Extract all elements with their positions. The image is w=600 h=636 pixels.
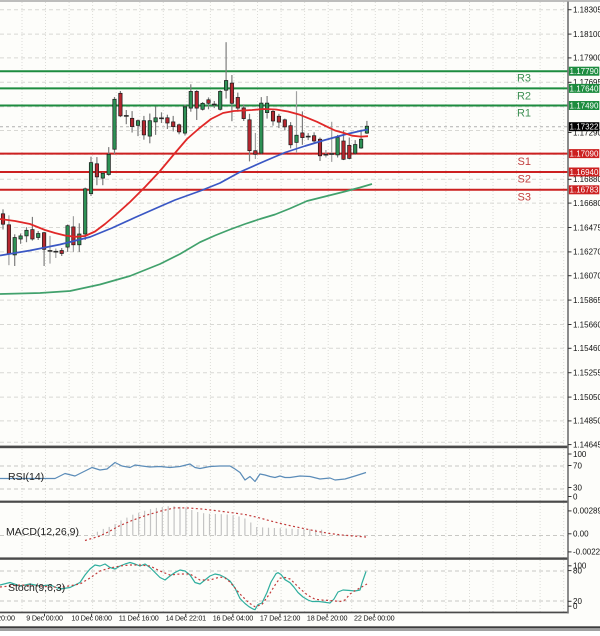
svg-text:R2: R2 <box>517 91 531 103</box>
svg-text:S1: S1 <box>518 156 531 168</box>
svg-text:9 Dec 00:00: 9 Dec 00:00 <box>26 614 63 623</box>
svg-text:80: 80 <box>573 566 582 575</box>
svg-text:1.16680: 1.16680 <box>573 199 600 208</box>
svg-text:70: 70 <box>573 461 582 470</box>
svg-text:1.17490: 1.17490 <box>570 101 599 110</box>
svg-text:1.18100: 1.18100 <box>573 30 600 39</box>
svg-text:S2: S2 <box>518 174 531 186</box>
svg-text:1.15255: 1.15255 <box>573 369 600 378</box>
svg-text:1.15460: 1.15460 <box>573 344 600 353</box>
svg-text:14 Dec 22:01: 14 Dec 22:01 <box>166 614 207 623</box>
svg-text:100: 100 <box>573 450 587 459</box>
svg-text:100: 100 <box>573 562 587 571</box>
svg-text:22 Dec 00:00: 22 Dec 00:00 <box>354 614 395 623</box>
svg-text:1.17640: 1.17640 <box>570 84 599 93</box>
svg-text:1.18305: 1.18305 <box>573 6 600 15</box>
svg-text:1.16940: 1.16940 <box>570 168 599 177</box>
svg-text:0: 0 <box>573 602 578 611</box>
svg-text:20: 20 <box>573 597 582 606</box>
svg-text:Stoch(9,6,3): Stoch(9,6,3) <box>8 582 65 594</box>
svg-text:1.17290: 1.17290 <box>573 128 600 137</box>
svg-text:1.17790: 1.17790 <box>570 67 599 76</box>
svg-text:RSI(14): RSI(14) <box>8 471 44 483</box>
svg-text:1.16070: 1.16070 <box>573 272 600 281</box>
svg-text:11 Dec 16:00: 11 Dec 16:00 <box>119 614 159 623</box>
svg-text:20:00: 20:00 <box>0 614 15 623</box>
svg-text:30: 30 <box>573 483 582 492</box>
svg-text:1.16880: 1.16880 <box>573 175 600 184</box>
svg-text:16 Dec 04:00: 16 Dec 04:00 <box>213 614 254 623</box>
svg-text:MACD(12,26,9): MACD(12,26,9) <box>6 526 79 538</box>
svg-text:1.15865: 1.15865 <box>573 296 600 305</box>
svg-text:1.14850: 1.14850 <box>573 417 600 426</box>
svg-text:1.17900: 1.17900 <box>573 54 600 63</box>
svg-text:18 Dec 20:00: 18 Dec 20:00 <box>307 614 348 623</box>
svg-text:17 Dec 12:00: 17 Dec 12:00 <box>260 614 301 623</box>
svg-text:1.16783: 1.16783 <box>570 186 599 195</box>
svg-text:1.14645: 1.14645 <box>573 440 600 449</box>
svg-text:1.17322: 1.17322 <box>570 123 599 132</box>
svg-text:1.17090: 1.17090 <box>570 150 599 159</box>
svg-text:S3: S3 <box>518 192 531 204</box>
svg-text:R1: R1 <box>517 108 531 120</box>
svg-text:0.00: 0.00 <box>573 530 589 539</box>
svg-text:1.16270: 1.16270 <box>573 248 600 257</box>
svg-text:-0.002241: -0.002241 <box>573 548 600 557</box>
svg-text:1.16475: 1.16475 <box>573 223 600 232</box>
svg-text:0: 0 <box>573 492 578 501</box>
svg-text:1.15660: 1.15660 <box>573 320 600 329</box>
svg-text:0.002899: 0.002899 <box>573 507 600 516</box>
svg-text:1.17695: 1.17695 <box>573 78 600 87</box>
svg-text:1.15050: 1.15050 <box>573 393 600 402</box>
svg-text:R3: R3 <box>517 73 531 85</box>
svg-text:10 Dec 08:00: 10 Dec 08:00 <box>71 614 112 623</box>
